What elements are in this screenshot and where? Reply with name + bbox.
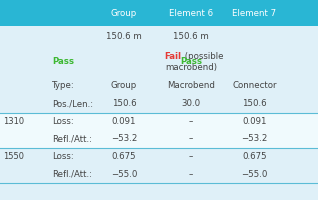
Text: 30.0: 30.0: [181, 99, 200, 108]
Text: −53.2: −53.2: [241, 134, 267, 143]
Text: Pass: Pass: [180, 57, 202, 66]
Text: Macrobend: Macrobend: [167, 81, 215, 90]
Text: –: –: [189, 152, 193, 161]
Text: Fail: Fail: [164, 52, 181, 61]
Text: Pos./Len.:: Pos./Len.:: [52, 99, 93, 108]
Text: 0.091: 0.091: [242, 117, 267, 126]
Text: 0.675: 0.675: [112, 152, 136, 161]
Text: (possible: (possible: [182, 52, 224, 61]
Text: 150.6: 150.6: [242, 99, 267, 108]
Text: 150.6: 150.6: [112, 99, 136, 108]
Bar: [0, 76, 318, 95]
Bar: [0, 113, 318, 130]
Text: −55.0: −55.0: [111, 170, 137, 179]
Bar: [0, 0, 318, 26]
Text: Loss:: Loss:: [52, 152, 74, 161]
Text: Refl./Att.:: Refl./Att.:: [52, 170, 93, 179]
Text: 1550: 1550: [3, 152, 24, 161]
Text: Type:: Type:: [52, 81, 75, 90]
Text: macrobend): macrobend): [165, 63, 217, 72]
Text: −53.2: −53.2: [111, 134, 137, 143]
Text: –: –: [189, 134, 193, 143]
Text: –: –: [189, 117, 193, 126]
Bar: [0, 130, 318, 148]
Text: Connector: Connector: [232, 81, 277, 90]
Text: Loss:: Loss:: [52, 117, 74, 126]
Bar: [0, 95, 318, 113]
Text: 0.091: 0.091: [112, 117, 136, 126]
Text: 150.6 m: 150.6 m: [106, 32, 142, 41]
Text: –: –: [189, 170, 193, 179]
Text: Refl./Att.:: Refl./Att.:: [52, 134, 93, 143]
Bar: [0, 165, 318, 183]
Text: 150.6 m: 150.6 m: [173, 32, 209, 41]
Bar: [0, 26, 318, 47]
Text: Element 6: Element 6: [169, 8, 213, 18]
Bar: [0, 148, 318, 165]
Text: Element 7: Element 7: [232, 8, 276, 18]
Text: 0.675: 0.675: [242, 152, 267, 161]
Text: Pass: Pass: [52, 57, 74, 66]
Text: −55.0: −55.0: [241, 170, 267, 179]
Text: 1310: 1310: [3, 117, 24, 126]
Text: Group: Group: [111, 8, 137, 18]
Bar: [0, 47, 318, 76]
Text: Group: Group: [111, 81, 137, 90]
